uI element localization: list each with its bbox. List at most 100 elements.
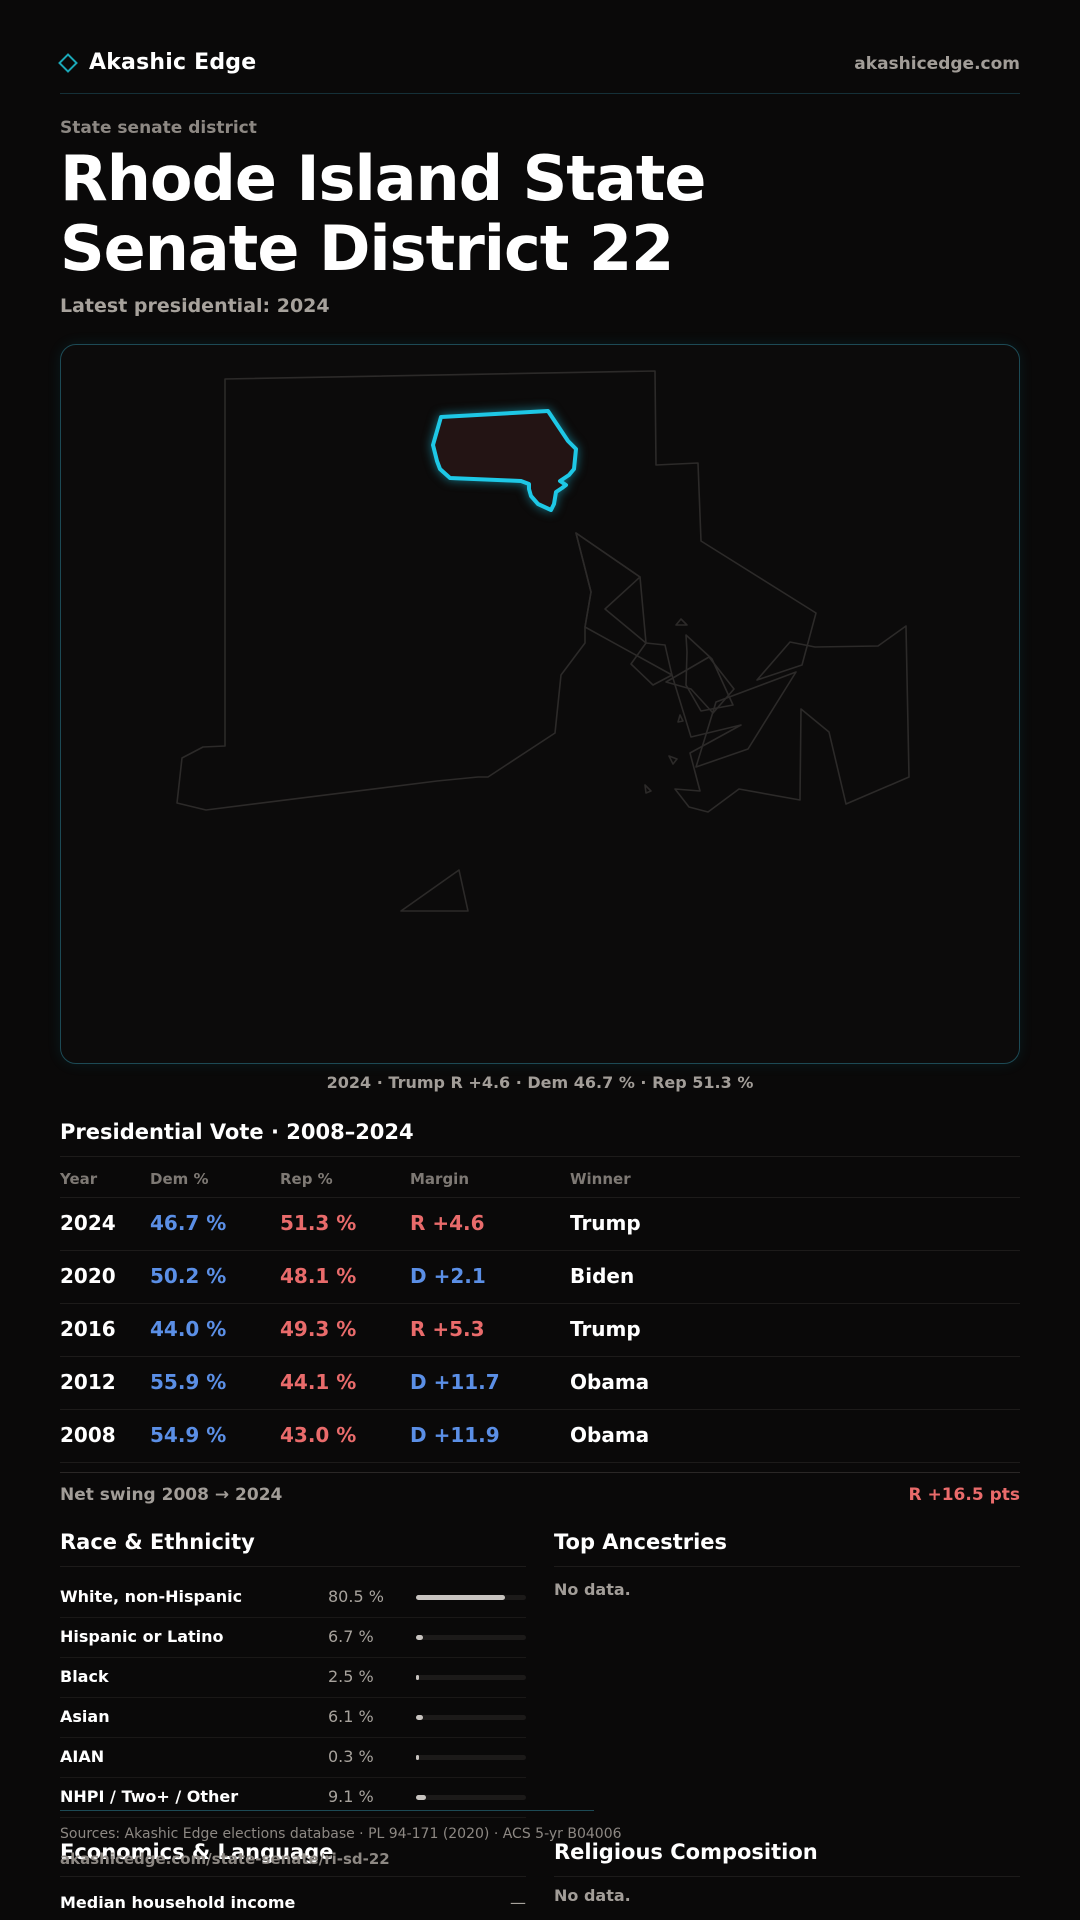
cell-year: 2008 [60, 1423, 116, 1447]
latest-presidential: Latest presidential: 2024 [60, 295, 330, 317]
bay-island-outline [675, 618, 688, 626]
column-header-dem: Dem % [150, 1170, 209, 1188]
bay-island-outline [644, 784, 652, 794]
cell-year: 2012 [60, 1370, 116, 1394]
race-bar-track [416, 1675, 526, 1680]
page-kicker: State senate district [60, 118, 257, 138]
race-bar-track [416, 1635, 526, 1640]
district-map[interactable] [60, 344, 1020, 1064]
list-item: Asian 6.1 % [60, 1698, 526, 1738]
cell-dem: 55.9 % [150, 1370, 227, 1394]
median-income-value: — [510, 1893, 526, 1912]
column-header-year: Year [60, 1170, 98, 1188]
race-value: 6.1 % [328, 1707, 374, 1726]
mainland-outline [176, 370, 910, 813]
race-bar-fill [416, 1635, 424, 1640]
cell-rep: 43.0 % [280, 1423, 357, 1447]
bay-island-outline [665, 656, 735, 714]
map-caption: 2024 · Trump R +4.6 · Dem 46.7 % · Rep 5… [326, 1073, 754, 1092]
race-bar-fill [416, 1755, 419, 1760]
cell-dem: 50.2 % [150, 1264, 227, 1288]
cell-rep: 44.1 % [280, 1370, 357, 1394]
divider [554, 1566, 1020, 1567]
sources-text: Sources: Akashic Edge elections database… [60, 1826, 622, 1842]
bay-island-outline [668, 755, 678, 765]
district-22-shape[interactable] [431, 409, 578, 512]
site-url-link[interactable]: akashicedge.com [854, 54, 1020, 74]
brand-name: Akashic Edge [89, 50, 257, 75]
brand-logo[interactable]: Akashic Edge [58, 50, 257, 75]
race-ethnicity-list: White, non-Hispanic 80.5 % Hispanic or L… [60, 1578, 526, 1818]
race-value: 80.5 % [328, 1587, 384, 1606]
table-row: 2016 44.0 % 49.3 % R +5.3 Trump [60, 1304, 1020, 1357]
race-label: Hispanic or Latino [60, 1627, 224, 1646]
race-bar-track [416, 1755, 526, 1760]
bay-island-outline [575, 532, 673, 676]
divider [60, 1876, 526, 1877]
cell-margin: D +11.7 [410, 1370, 500, 1394]
divider [554, 1876, 1020, 1877]
table-row: 2012 55.9 % 44.1 % D +11.7 Obama [60, 1357, 1020, 1410]
table-header: Year Dem % Rep % Margin Winner [60, 1156, 1020, 1198]
race-value: 9.1 % [328, 1787, 374, 1806]
list-item: NHPI / Two+ / Other 9.1 % [60, 1778, 526, 1818]
cell-margin: R +5.3 [410, 1317, 485, 1341]
table-row: 2008 54.9 % 43.0 % D +11.9 Obama [60, 1410, 1020, 1463]
race-value: 0.3 % [328, 1747, 374, 1766]
top-ancestries-title: Top Ancestries [554, 1530, 728, 1554]
race-label: Asian [60, 1707, 110, 1726]
race-label: AIAN [60, 1747, 105, 1766]
cell-winner: Trump [570, 1211, 641, 1235]
list-item: Black 2.5 % [60, 1658, 526, 1698]
race-bar-fill [416, 1595, 505, 1600]
economics-language-title: Economics & Language [60, 1840, 334, 1864]
top-bar: Akashic Edge akashicedge.com [58, 46, 1020, 94]
cell-winner: Obama [570, 1423, 650, 1447]
block-island-outline [400, 869, 469, 912]
footer-divider [60, 1810, 594, 1811]
cell-dem: 54.9 % [150, 1423, 227, 1447]
map-svg [176, 370, 910, 912]
cell-rep: 51.3 % [280, 1211, 357, 1235]
cell-dem: 44.0 % [150, 1317, 227, 1341]
race-label: NHPI / Two+ / Other [60, 1787, 239, 1806]
bay-island-outline [685, 634, 734, 712]
list-item: AIAN 0.3 % [60, 1738, 526, 1778]
state-outline [176, 370, 910, 912]
cell-margin: D +11.9 [410, 1423, 500, 1447]
race-bar-fill [416, 1715, 423, 1720]
list-item: White, non-Hispanic 80.5 % [60, 1578, 526, 1618]
cell-margin: R +4.6 [410, 1211, 485, 1235]
cell-year: 2024 [60, 1211, 116, 1235]
column-header-margin: Margin [410, 1170, 470, 1188]
cell-rep: 48.1 % [280, 1264, 357, 1288]
cell-year: 2020 [60, 1264, 116, 1288]
race-label: White, non-Hispanic [60, 1587, 243, 1606]
page-title: Rhode Island State Senate District 22 [60, 142, 706, 285]
race-bar-track [416, 1715, 526, 1720]
cell-dem: 46.7 % [150, 1211, 227, 1235]
religious-composition-title: Religious Composition [554, 1840, 818, 1864]
presidential-vote-title: Presidential Vote · 2008–2024 [60, 1120, 414, 1144]
cell-winner: Trump [570, 1317, 641, 1341]
race-label: Black [60, 1667, 109, 1686]
net-swing-value: R +16.5 pts [908, 1485, 1020, 1505]
list-item: Hispanic or Latino 6.7 % [60, 1618, 526, 1658]
race-bar-fill [416, 1675, 419, 1680]
cell-year: 2016 [60, 1317, 116, 1341]
race-value: 6.7 % [328, 1627, 374, 1646]
net-swing-label: Net swing 2008 → 2024 [60, 1485, 283, 1505]
median-income-label: Median household income [60, 1893, 296, 1912]
footer-url-link[interactable]: akashicedge.com/state-senate/ri-sd-22 [60, 1850, 390, 1868]
net-swing-row: Net swing 2008 → 2024 R +16.5 pts [60, 1472, 1020, 1516]
divider [60, 1566, 526, 1567]
table-row: 2024 46.7 % 51.3 % R +4.6 Trump [60, 1198, 1020, 1251]
bay-island-outline [695, 671, 797, 768]
cell-winner: Biden [570, 1264, 635, 1288]
religion-no-data: No data. [554, 1886, 631, 1905]
race-value: 2.5 % [328, 1667, 374, 1686]
cell-rep: 49.3 % [280, 1317, 357, 1341]
table-row: 2020 50.2 % 48.1 % D +2.1 Biden [60, 1251, 1020, 1304]
column-header-rep: Rep % [280, 1170, 333, 1188]
ancestries-no-data: No data. [554, 1580, 631, 1599]
